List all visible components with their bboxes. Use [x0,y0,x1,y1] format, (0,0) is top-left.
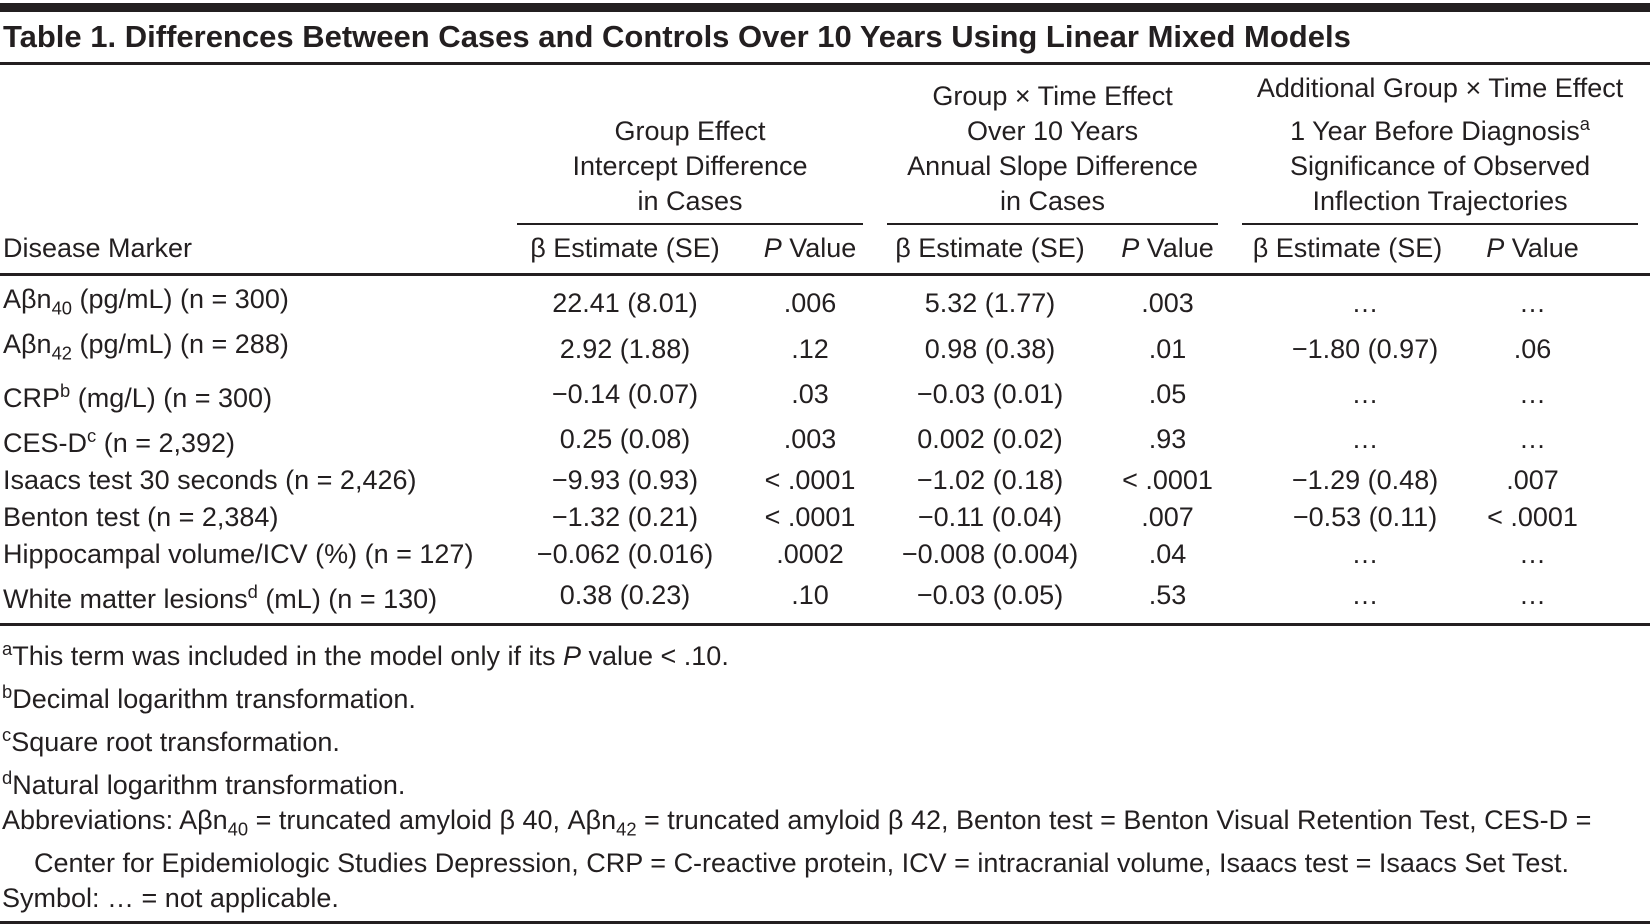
beta-cell: … [1351,288,1379,319]
p-value-cell: < .0001 [764,501,856,532]
table-row: Isaacs test 30 seconds (n = 2,426) −9.93… [0,462,1650,499]
beta-cell: … [1351,538,1379,569]
p-value-cell: .003 [783,423,837,454]
footnote-d: dNatural logarithm transformation. [2,766,406,800]
table-top-border [0,3,1650,12]
p-value-cell: … [1519,378,1547,409]
p-value-cell: .007 [1506,464,1559,495]
table-row: Aβn40 (pg/mL) (n = 300) 22.41 (8.01) .00… [0,275,1650,327]
group-time-effect-title: Group × Time Effect Over 10 Years Annual S… [887,79,1219,225]
table-row: White matter lesionsd (mL) (n = 130) 0.3… [0,572,1650,626]
beta-cell: −9.93 (0.93) [551,464,699,495]
marker-cell: CES-Dc (n = 2,392) [3,424,236,458]
footnote-c: cSquare root transformation. [2,723,340,757]
p-value-cell: .003 [1141,288,1194,319]
table-row: Hippocampal volume/ICV (%) (n = 127) −0.… [0,536,1650,573]
p-value-header-group3: P Value [1465,225,1650,276]
beta-cell: … [1230,572,1466,626]
marker-cell: CRPb (mg/L) (n = 300) [3,379,273,413]
beta-cell: 22.41 (8.01) [552,288,698,319]
footnotes: aThis term was included in the model onl… [0,626,1650,921]
p-value-cell: .06 [1513,333,1552,364]
beta-cell: −0.53 (0.11) [1292,501,1438,532]
table-row: CRPb (mg/L) (n = 300) −0.14 (0.07) .03 −… [0,372,1650,417]
additional-group-time-effect-title: Additional Group × Time Effect 1 Year Bef… [1242,71,1639,225]
p-value-cell: .007 [1141,501,1194,532]
table-row: CES-Dc (n = 2,392) 0.25 (0.08) .003 0.00… [0,417,1650,462]
beta-cell: −0.008 (0.004) [901,538,1079,569]
column-group-group-time-effect: Group × Time Effect Over 10 Years Annual S… [875,65,1230,225]
beta-estimate-header-group2: β Estimate (SE) [875,225,1106,276]
beta-cell: −0.03 (0.01) [916,378,1064,409]
p-value-cell: .04 [1148,538,1187,569]
p-value-cell: … [1519,538,1547,569]
beta-cell: 0.38 (0.23) [505,572,745,626]
beta-cell: −1.02 (0.18) [916,464,1064,495]
p-value-cell: .006 [783,288,837,319]
beta-cell: −0.11 (0.04) [917,501,1063,532]
beta-cell: −0.14 (0.07) [551,378,699,409]
marker-cell: White matter lesionsd (mL) (n = 130) [0,572,505,626]
beta-cell: … [1351,378,1379,409]
beta-cell: 0.25 (0.08) [559,423,691,454]
beta-cell: 5.32 (1.77) [924,288,1056,319]
beta-cell: −1.32 (0.21) [551,501,699,532]
column-group-group-effect: Group Effect Intercept Difference in Cases [505,65,875,225]
p-value-cell: .01 [1148,333,1187,364]
p-value-header-group1: P Value [745,225,876,276]
p-value-cell: .0002 [776,538,844,569]
marker-cell: Hippocampal volume/ICV (%) (n = 127) [3,538,474,569]
p-value-cell: .53 [1105,572,1231,626]
sub-header-row: β Estimate (SE) P Value β Estimate (SE) … [0,225,1650,276]
p-value-cell: < .0001 [1122,464,1213,495]
marker-cell: Aβn40 (pg/mL) (n = 300) [3,284,289,319]
beta-cell: −1.29 (0.48) [1291,464,1439,495]
beta-cell: … [1351,423,1379,454]
abbreviations-note: Abbreviations: Aβn40 = truncated amyloid… [2,804,1592,879]
results-table: Disease Marker Group Effect Intercept Dif… [0,65,1650,626]
group-effect-title: Group Effect Intercept Difference in Cases [517,114,864,225]
footnote-a: aThis term was included in the model onl… [2,637,729,671]
disease-marker-column-header: Disease Marker [0,65,505,276]
p-value-cell: .10 [745,572,876,626]
marker-cell: Aβn42 (pg/mL) (n = 288) [3,329,289,364]
beta-cell: −0.062 (0.016) [536,538,714,569]
beta-cell: −0.03 (0.05) [875,572,1106,626]
column-group-additional-group-time-effect: Additional Group × Time Effect 1 Year Bef… [1230,65,1650,225]
p-value-cell: … [1519,288,1547,319]
table-title: Table 1. Differences Between Cases and C… [3,19,1351,54]
beta-cell: 2.92 (1.88) [559,333,691,364]
beta-estimate-header-group1: β Estimate (SE) [505,225,745,276]
p-value-cell: .03 [791,378,829,409]
beta-cell: −1.80 (0.97) [1291,333,1439,364]
marker-cell: Benton test (n = 2,384) [3,501,279,532]
table-row: Benton test (n = 2,384) −1.32 (0.21) < .… [0,499,1650,536]
p-value-cell: .12 [791,333,829,364]
beta-estimate-header-group3: β Estimate (SE) [1230,225,1466,276]
marker-cell: Isaacs test 30 seconds (n = 2,426) [3,464,417,495]
p-value-cell: .05 [1148,378,1187,409]
p-value-cell: .93 [1148,423,1187,454]
p-value-cell: < .0001 [764,464,856,495]
beta-cell: 0.002 (0.02) [917,423,1063,454]
p-value-header-group2: P Value [1105,225,1231,276]
p-value-cell: … [1519,423,1547,454]
table-row: Aβn42 (pg/mL) (n = 288) 2.92 (1.88) .12 … [0,326,1650,371]
p-value-cell: < .0001 [1487,501,1578,532]
title-divider [0,62,1650,65]
footnote-b: bDecimal logarithm transformation. [2,680,416,714]
beta-cell: 0.98 (0.38) [924,333,1056,364]
column-group-header-row: Disease Marker Group Effect Intercept Dif… [0,65,1650,276]
p-value-cell: … [1465,572,1650,626]
symbol-note: Symbol: … = not applicable. [2,883,339,914]
